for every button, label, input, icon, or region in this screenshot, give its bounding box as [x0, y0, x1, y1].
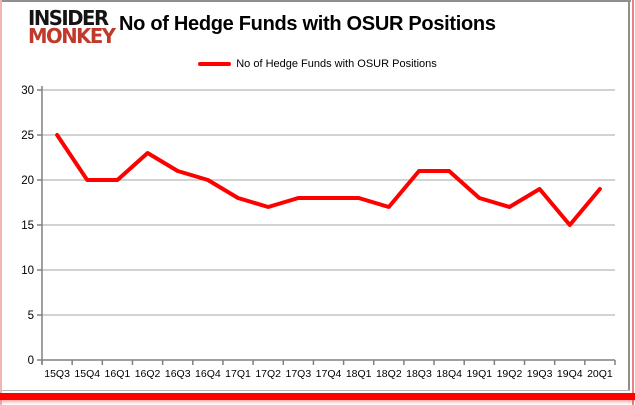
chart-title: No of Hedge Funds with OSUR Positions: [119, 13, 496, 35]
y-axis-tick-label: 10: [21, 265, 34, 277]
chart-legend: No of Hedge Funds with OSUR Positions: [0, 56, 635, 72]
x-axis-tick-label: 16Q1: [105, 368, 131, 380]
page-border-bottom: [0, 393, 635, 400]
y-axis-tick-label: 5: [28, 310, 34, 322]
y-axis-tick-label: 0: [28, 355, 34, 367]
y-axis-tick-label: 15: [21, 220, 34, 232]
x-axis-tick-label: 17Q4: [316, 368, 342, 380]
legend-line-sample-icon: [198, 62, 232, 66]
x-axis-tick-label: 20Q1: [587, 368, 613, 380]
insider-monkey-logo: INSIDER MONKEY: [28, 6, 116, 49]
x-axis-tick-label: 16Q2: [135, 368, 161, 380]
y-axis-tick-label: 30: [21, 85, 34, 97]
x-axis-tick-label: 19Q4: [557, 368, 583, 380]
chart-frame-top: [0, 0, 631, 2]
data-series-line: [55, 133, 602, 227]
x-axis-tick-label: 17Q1: [225, 368, 251, 380]
x-axis-tick-label: 19Q3: [527, 368, 553, 380]
chart-frame-right: [628, 2, 630, 391]
legend-series-label: No of Hedge Funds with OSUR Positions: [236, 58, 437, 70]
x-axis-tick-label: 19Q2: [497, 368, 523, 380]
logo-word-insider: INSIDER: [28, 6, 109, 30]
x-axis-tick-label: 18Q3: [406, 368, 432, 380]
x-axis-tick-label: 18Q2: [376, 368, 402, 380]
x-axis-tick-label: 19Q1: [466, 368, 492, 380]
x-axis-tick-label: 16Q4: [195, 368, 221, 380]
logo-word-monkey: MONKEY: [28, 24, 116, 49]
x-axis-tick-label: 17Q3: [285, 368, 311, 380]
x-axis-tick-label: 17Q2: [255, 368, 281, 380]
x-axis-tick-label: 18Q4: [436, 368, 462, 380]
x-axis-tick-label: 16Q3: [165, 368, 191, 380]
chart-frame-bottom: [0, 390, 630, 391]
y-axis-tick-label: 20: [21, 175, 34, 187]
x-axis-tick-label: 15Q3: [44, 368, 70, 380]
y-axis-tick-label: 25: [21, 130, 34, 142]
page-border-right: [632, 0, 634, 405]
x-axis-tick-label: 18Q1: [346, 368, 372, 380]
page-border-left: [0, 0, 2, 405]
x-axis-tick-label: 15Q4: [74, 368, 100, 380]
